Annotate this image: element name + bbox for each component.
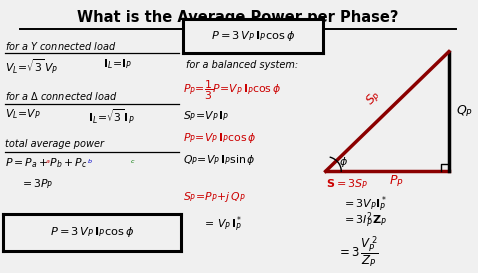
Text: $_c$: $_c$ [130,156,135,165]
Text: $Q_P\!=\!V_P\,\mathbf{I}_P\sin\phi$: $Q_P\!=\!V_P\,\mathbf{I}_P\sin\phi$ [183,153,256,167]
Text: $P_P$: $P_P$ [390,174,404,189]
Text: $_a$: $_a$ [45,156,50,165]
Text: $= 3P_P$: $= 3P_P$ [20,178,53,191]
Text: $\mathbf{I}_L\!=\!\mathbf{I}_P$: $\mathbf{I}_L\!=\!\mathbf{I}_P$ [103,57,132,71]
Text: $\phi$: $\phi$ [339,155,348,169]
Text: $=\,V_P\,\mathbf{I}_P^*$: $=\,V_P\,\mathbf{I}_P^*$ [202,215,243,234]
Text: $P_P\!=\!V_P\,\mathbf{I}_P\cos\phi$: $P_P\!=\!V_P\,\mathbf{I}_P\cos\phi$ [183,131,257,145]
Text: $S_P$: $S_P$ [363,87,385,109]
Text: $\mathbf{S} = 3S_P$: $\mathbf{S} = 3S_P$ [326,178,368,191]
Text: for a $\Delta$ connected load: for a $\Delta$ connected load [5,90,118,102]
Text: $V_L\!=\!V_P$: $V_L\!=\!V_P$ [5,108,41,121]
Text: $S_P\!=\!V_P\,\mathbf{I}_P$: $S_P\!=\!V_P\,\mathbf{I}_P$ [183,109,230,123]
Text: $V_L\!=\!\sqrt{3}\,V_P$: $V_L\!=\!\sqrt{3}\,V_P$ [5,57,59,76]
Text: for a $Y$ connected load: for a $Y$ connected load [5,40,117,52]
Text: for a balanced system:: for a balanced system: [185,60,298,70]
Text: $= 3V_P\mathbf{I}_P^*$: $= 3V_P\mathbf{I}_P^*$ [342,195,387,214]
Text: $P_P\!=\!\dfrac{1}{3}P\!=\!V_P\,\mathbf{I}_P\cos\phi$: $P_P\!=\!\dfrac{1}{3}P\!=\!V_P\,\mathbf{… [183,78,281,102]
Text: $S_P\!=\!P_P\!+\!j\,Q_P$: $S_P\!=\!P_P\!+\!j\,Q_P$ [183,190,246,204]
Text: $P = P_a + P_b + P_c$: $P = P_a + P_b + P_c$ [5,156,88,170]
Text: What is the Average Power per Phase?: What is the Average Power per Phase? [77,10,399,25]
Text: $_b$: $_b$ [87,156,93,165]
Text: $\mathbf{I}_L\!=\!\sqrt{3}\,\mathbf{I}_P$: $\mathbf{I}_L\!=\!\sqrt{3}\,\mathbf{I}_P… [88,108,135,126]
Text: $Q_P$: $Q_P$ [456,104,473,119]
Text: $= 3\,\dfrac{V_P^{\,2}}{Z_P}$: $= 3\,\dfrac{V_P^{\,2}}{Z_P}$ [337,234,379,269]
Text: $= 3I_P^2\mathbf{Z}_P$: $= 3I_P^2\mathbf{Z}_P$ [342,211,387,230]
Text: total average power: total average power [5,139,104,149]
